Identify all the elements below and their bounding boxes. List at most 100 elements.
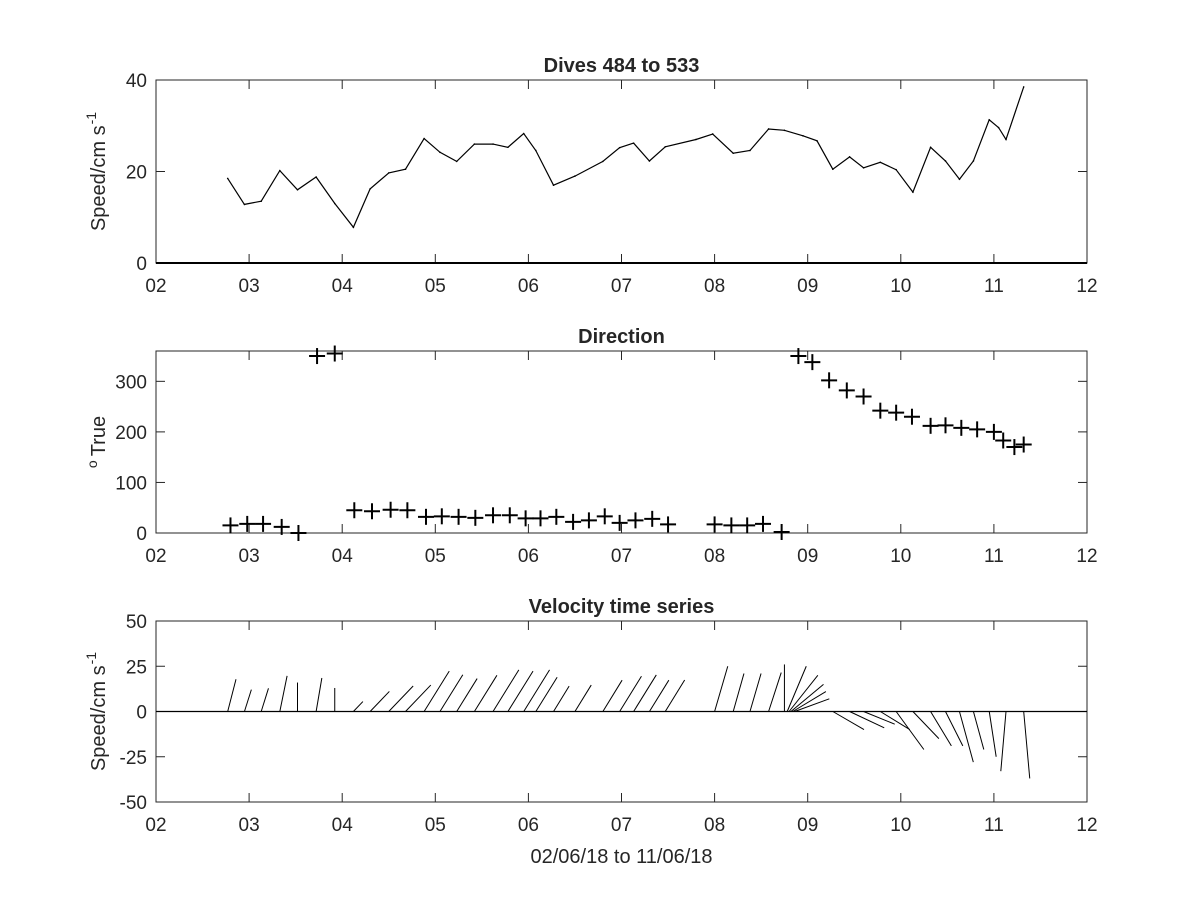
speed-point (1005, 138, 1007, 141)
y-axis-label-text: Speed/cm s (88, 125, 110, 231)
speed-point (912, 191, 914, 193)
direction-marker (790, 348, 807, 365)
direction-marker (706, 516, 723, 533)
y-tick-label: -50 (120, 793, 147, 814)
x-tick-label: 06 (518, 815, 539, 836)
speed-point (749, 149, 751, 152)
direction-marker (417, 508, 434, 525)
direction-marker (755, 515, 772, 532)
direction-marker (548, 508, 565, 525)
direction-marker (290, 525, 307, 541)
y-tick-label: 20 (126, 163, 147, 184)
velocity-stick (649, 679, 670, 712)
velocity-stick (794, 698, 830, 712)
y-tick-label: 0 (136, 254, 147, 275)
x-tick-label: 03 (239, 276, 260, 297)
direction-marker (532, 510, 549, 527)
y-tick-label: 100 (115, 473, 147, 494)
speed-point (732, 152, 735, 154)
x-tick-label: 07 (611, 276, 632, 297)
x-tick-label: 09 (797, 276, 818, 297)
x-tick-label: 05 (425, 276, 446, 297)
speed-point (522, 132, 525, 135)
speed-point (404, 168, 407, 171)
y-tick-label: 200 (115, 423, 147, 444)
direction-marker (611, 514, 628, 531)
x-tick-label: 02 (145, 546, 166, 567)
velocity-stick (912, 711, 940, 739)
speed-point (279, 169, 281, 172)
x-tick-label: 02 (145, 815, 166, 836)
direction-marker (273, 518, 290, 535)
y-axis-label: o True (84, 416, 110, 468)
x-tick-label: 05 (425, 546, 446, 567)
direction-marker (872, 402, 889, 419)
x-tick-label: 06 (518, 276, 539, 297)
x-tick-label: 10 (890, 546, 911, 567)
velocity-stick (863, 711, 895, 725)
speed-point (552, 184, 555, 187)
y-tick-label: 0 (136, 524, 147, 545)
speed-point (507, 146, 509, 149)
y-tick-label: 50 (126, 612, 147, 633)
velocity-stick (315, 677, 323, 712)
velocity-stick (473, 675, 498, 712)
x-tick-label: 09 (797, 546, 818, 567)
direction-marker (953, 419, 970, 436)
speed-point (439, 151, 441, 154)
direction-marker (255, 515, 272, 532)
direction-marker (517, 510, 534, 527)
y-axis-label-text: Speed/cm s (88, 665, 110, 771)
direction-marker (501, 507, 518, 524)
x-tick-label: 11 (984, 276, 1004, 297)
direction-marker (739, 517, 756, 534)
y-axis-label-superscript: -1 (83, 652, 99, 665)
velocity-stick (849, 711, 885, 729)
velocity-stick (535, 677, 558, 712)
direction-marker (239, 515, 256, 532)
speed-point (492, 143, 494, 145)
velocity-stick (619, 675, 642, 712)
x-tick-label: 08 (704, 815, 725, 836)
direction-marker (326, 345, 343, 362)
velocity-stick (456, 678, 478, 712)
velocity-stick (633, 674, 657, 712)
velocity-stick (714, 666, 729, 712)
velocity-stick (279, 675, 288, 712)
x-tick-label: 11 (984, 546, 1004, 567)
x-tick-label: 04 (332, 815, 354, 836)
velocity-stick (792, 691, 827, 712)
speed-point (423, 137, 425, 140)
velocity-stick (439, 674, 464, 712)
panel-3: 02 03 04 05 06 07 08 09 10 11 12 -50 -25 0 25 50 Velocit… (83, 596, 1098, 868)
x-tick-label: 11 (984, 815, 1004, 836)
speed-point (315, 176, 317, 178)
direction-marker (660, 516, 677, 533)
panel-2: 02 03 04 05 06 07 08 09 10 11 12 0 100 200 300 Directio… (84, 326, 1098, 567)
direction-marker (399, 502, 416, 519)
y-tick-label: 0 (136, 703, 147, 724)
speed-point (802, 135, 804, 137)
velocity-stick (832, 711, 865, 731)
x-tick-label: 12 (1076, 815, 1097, 836)
speed-point (862, 167, 865, 169)
direction-marker (346, 502, 363, 519)
direction-marker (433, 508, 450, 525)
direction-marker (995, 432, 1012, 449)
direction-marker (969, 421, 986, 438)
x-tick-label: 07 (611, 546, 632, 567)
velocity-stick (958, 711, 974, 763)
velocity-stick (988, 711, 997, 757)
speed-point (944, 160, 947, 162)
speed-point (711, 133, 714, 135)
direction-marker (363, 503, 380, 520)
velocity-stick (790, 683, 824, 712)
plot-area-frame (155, 79, 1088, 264)
direction-marker (627, 512, 644, 529)
speed-point (648, 160, 651, 162)
velocity-stick (602, 679, 623, 712)
panel-1: 02 03 04 05 06 07 08 09 10 11 12 0 20 40 Dives 484 to … (83, 55, 1098, 297)
speed-point (226, 177, 229, 180)
velocity-stick (930, 711, 952, 747)
direction-marker (888, 404, 905, 421)
